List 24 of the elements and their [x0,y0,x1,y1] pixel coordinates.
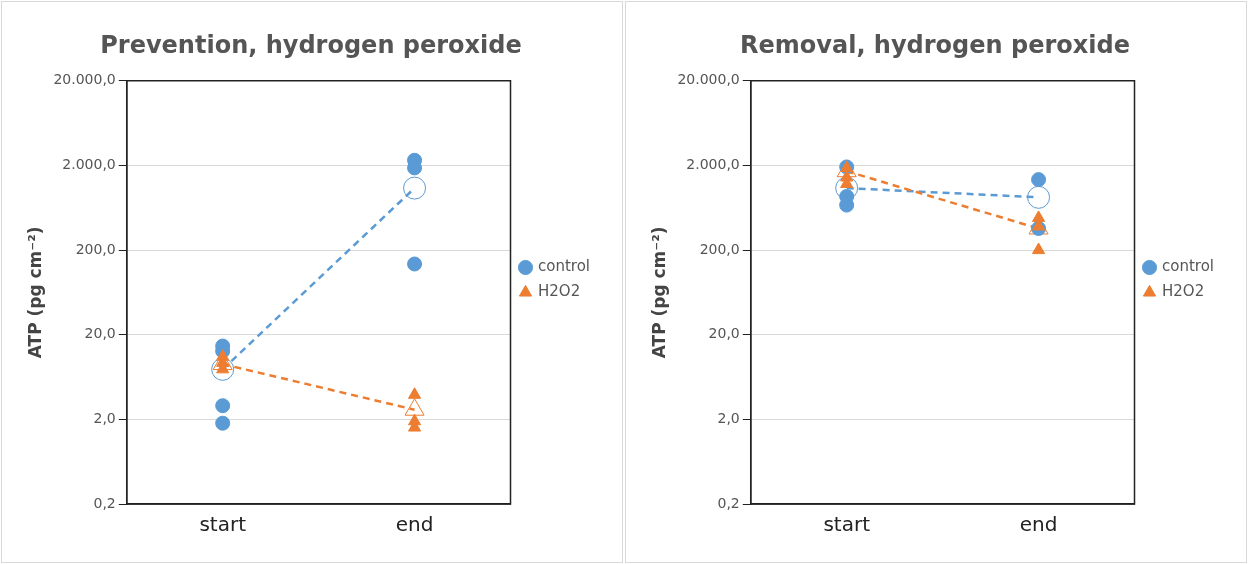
y-axis-title: ATP (pg cm⁻²) [648,226,669,359]
y-tick-label: 200,0 [699,240,740,257]
y-tick-label: 20.000,0 [677,71,740,88]
legend-label: control [538,257,591,276]
x-tick-label: start [199,512,247,537]
x-tick-label: start [823,512,871,537]
chart-title: Prevention, hydrogen peroxide [100,30,522,59]
y-tick-label: 20,0 [84,325,116,342]
y-tick-label: 0,2 [717,494,740,511]
legend-label: H2O2 [538,282,581,301]
y-tick-label: 2,0 [717,410,740,426]
chart-title: Removal, hydrogen peroxide [740,30,1130,59]
legend-label: H2O2 [1162,282,1205,301]
legend-label: control [1162,257,1215,276]
x-tick-label: end [1019,512,1058,537]
y-axis-title: ATP (pg cm⁻²) [24,226,45,359]
y-tick-label: 2.000,0 [62,156,116,173]
y-tick-label: 20,0 [708,325,740,342]
y-tick-label: 2.000,0 [686,156,740,173]
y-tick-label: 20.000,0 [53,71,116,88]
y-tick-label: 2,0 [93,410,116,426]
x-tick-label: end [395,512,434,537]
y-tick-label: 0,2 [93,494,116,511]
y-tick-label: 200,0 [75,240,116,257]
